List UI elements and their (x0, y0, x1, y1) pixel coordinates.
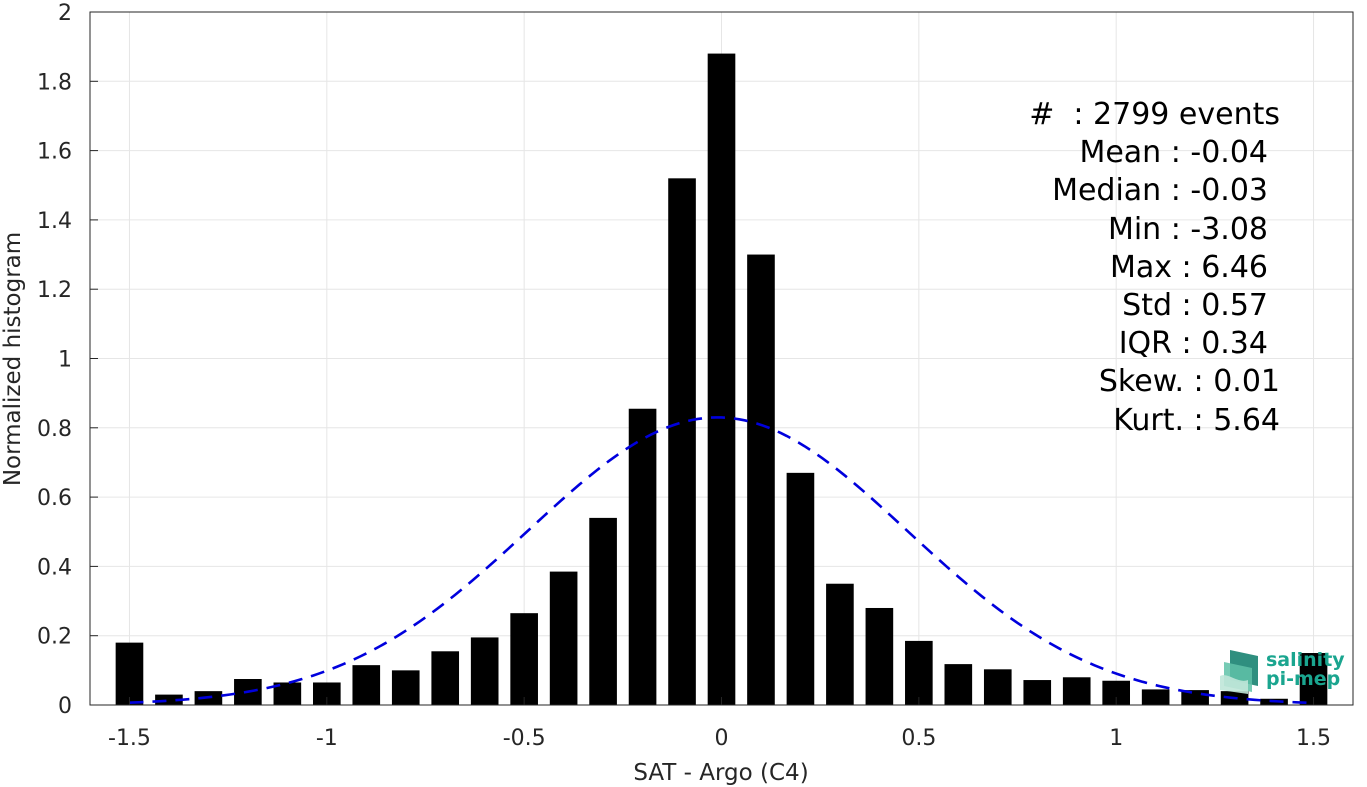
histogram-bar (273, 682, 302, 705)
x-axis-label: SAT - Argo (C4) (633, 760, 808, 786)
x-tick-label: 0 (715, 726, 729, 751)
stat-iqr: IQR : 0.34 (1118, 326, 1268, 362)
histogram-bar (628, 408, 657, 705)
histogram-bar (668, 178, 696, 705)
y-tick-label: 1.2 (37, 278, 72, 303)
histogram-bar (905, 640, 933, 705)
histogram-bar (470, 637, 499, 705)
x-tick-label: -1 (316, 726, 338, 751)
histogram-bar (352, 665, 381, 705)
statistics-box: # : 2799 events Mean : -0.04 Median : -0… (1000, 96, 1280, 440)
stat-kurt: Kurt. : 5.64 (1113, 402, 1280, 438)
x-tick-label: -1.5 (108, 726, 151, 751)
y-tick-label: 1 (58, 348, 72, 373)
logo-emblem-icon (1220, 650, 1258, 694)
y-tick-label: 0.8 (37, 417, 72, 442)
salinity-pi-mep-logo: salinity pi-mep (1216, 644, 1356, 696)
x-tick-label: 1.5 (1296, 726, 1331, 751)
histogram-bar (865, 607, 894, 705)
histogram-bar (944, 664, 973, 705)
x-tick-label: 0.5 (901, 726, 936, 751)
y-tick-label: 1.4 (37, 209, 72, 234)
logo-text-line2: pi-mep (1266, 668, 1341, 690)
y-tick-label: 0.4 (37, 555, 72, 580)
histogram-bar (115, 642, 144, 705)
stat-events: # : 2799 events (1029, 97, 1280, 132)
y-tick-label: 1.8 (37, 70, 72, 95)
x-tick-label: 1 (1109, 726, 1123, 751)
histogram-bar (786, 472, 815, 705)
stat-min: Min : -3.08 (1107, 211, 1268, 247)
stat-median: Median : -0.03 (1052, 173, 1268, 209)
stat-skew: Skew. : 0.01 (1098, 364, 1280, 400)
histogram-bars (115, 53, 1328, 706)
x-tick-label: -0.5 (503, 726, 546, 751)
y-tick-label: 0.2 (37, 625, 72, 650)
histogram-bar (1062, 677, 1091, 705)
histogram-bar (312, 682, 341, 705)
y-tick-label: 2 (58, 1, 72, 26)
histogram-bar (826, 583, 854, 705)
histogram-bar (1023, 680, 1052, 705)
x-ticks: -1.5 -1 -0.5 0 0.5 1 1.5 (108, 697, 1331, 751)
histogram-bar (391, 670, 420, 705)
stat-max: Max : 6.46 (1110, 249, 1268, 285)
histogram-bar (549, 571, 578, 705)
y-axis-label: Normalized histogram (0, 232, 26, 486)
normal-fit-curve (129, 416, 1314, 705)
histogram-bar (510, 613, 538, 705)
histogram-bar (589, 517, 617, 705)
y-tick-label: 0 (58, 694, 72, 719)
stat-std: Std : 0.57 (1122, 287, 1268, 323)
histogram-bar (431, 651, 460, 705)
y-tick-label: 1.6 (37, 140, 72, 165)
histogram-bar (1141, 689, 1170, 705)
histogram-bar (155, 694, 183, 705)
histogram-bar (1299, 653, 1328, 705)
y-ticks: 0 0.2 0.4 0.6 0.8 1 1.2 1.4 1.6 1.8 2 (37, 1, 98, 719)
histogram-bar (983, 669, 1012, 705)
y-tick-label: 0.6 (37, 486, 72, 511)
stat-mean: Mean : -0.04 (1079, 135, 1268, 171)
histogram-bar (707, 53, 736, 705)
histogram-bar (747, 254, 775, 706)
logo-text-line1: salinity (1266, 649, 1345, 671)
